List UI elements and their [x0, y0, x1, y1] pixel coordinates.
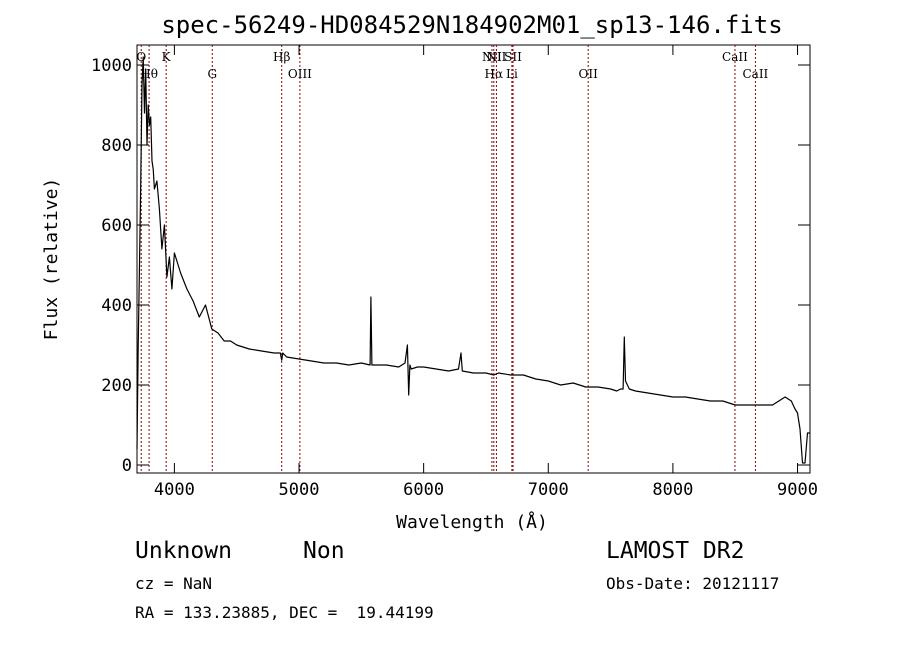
chart-title: spec-56249-HD084529N184902M01_sp13-146.f…: [161, 11, 782, 39]
emission-line-label: NII: [482, 50, 502, 64]
x-tick-label: 5000: [279, 480, 320, 500]
emission-line-label: Hβ: [273, 50, 290, 64]
emission-line-label: Li: [506, 67, 518, 81]
emission-line-label: OIII: [288, 67, 312, 81]
y-tick-label: 600: [101, 216, 132, 236]
spectrum-line: [136, 56, 810, 464]
x-tick-label: 9000: [777, 480, 818, 500]
y-tick-label: 0: [122, 456, 132, 476]
subclass-label: Non: [303, 538, 345, 564]
coordinates-label: RA = 133.23885, DEC = 19.44199: [135, 603, 434, 622]
emission-line-label: CaII: [742, 67, 768, 81]
emission-line-label: G: [207, 67, 217, 81]
y-tick-label: 1000: [91, 56, 132, 76]
emission-line-label: NII: [486, 50, 506, 64]
y-tick-label: 800: [101, 136, 132, 156]
x-tick-label: 4000: [154, 480, 195, 500]
y-tick-label: 400: [101, 296, 132, 316]
x-tick-label: 8000: [652, 480, 693, 500]
y-axis-label: Flux (relative): [41, 178, 62, 341]
emission-line-label: SII: [504, 50, 522, 64]
x-tick-label: 6000: [403, 480, 444, 500]
x-tick-label: 7000: [528, 480, 569, 500]
y-tick-label: 200: [101, 376, 132, 396]
cz-label: cz = NaN: [135, 574, 213, 593]
x-axis-label: Wavelength (Å): [396, 511, 548, 533]
emission-line-label: Hα: [485, 67, 504, 81]
class-label: Unknown: [135, 538, 232, 564]
emission-line-label: Hθ: [140, 67, 158, 81]
y-axis: 0 200 400 600 800 1000: [91, 56, 810, 476]
obs-date-label: Obs-Date: 20121117: [606, 574, 780, 593]
survey-label: LAMOST DR2: [606, 538, 745, 564]
emission-line-label: OII: [578, 67, 598, 81]
x-axis: 4000 5000 6000 7000 8000 9000: [154, 45, 818, 500]
plot-frame: [136, 44, 811, 474]
emission-line-label: O: [136, 50, 146, 64]
emission-line-label: CaII: [722, 50, 748, 64]
emission-line-label: K: [162, 50, 172, 64]
